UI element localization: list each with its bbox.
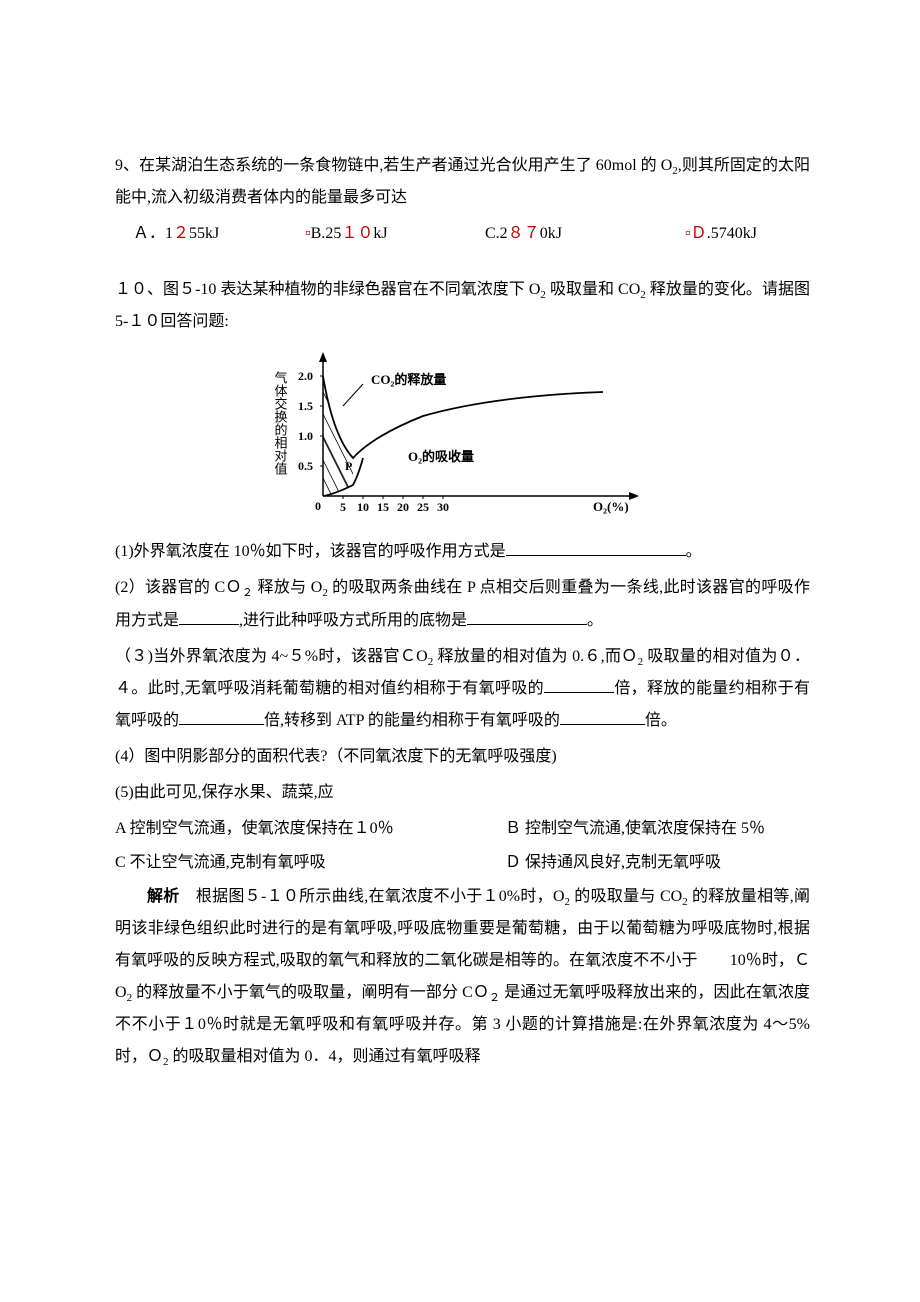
q10-opt-b: Ｂ 控制空气流通,使氧浓度保持在 5％ [505, 813, 765, 845]
text: 的释放量不小于氧气的吸取量，阐明有一部分 CＯ [132, 984, 489, 1001]
text: 释放量的相对值为 0.６,而Ｏ [433, 648, 637, 665]
text: ,进行此种呼吸方式所用的底物是 [239, 612, 467, 629]
red-text: １０ [341, 225, 373, 242]
q9-option-b: ▫B.25１０kJ [305, 218, 485, 250]
text: 的吸取量相对值为 0．4，则通过有氧呼吸释 [169, 1048, 481, 1065]
q10-sub1: (1)外界氧浓度在 10％如下时，该器官的呼吸作用方式是 。 [115, 536, 810, 568]
red-text: ８７ [508, 225, 540, 242]
hatched-area-bound [323, 376, 353, 496]
text: kJ [373, 225, 387, 242]
blank [506, 539, 686, 556]
text: 的吸取量与 CO [570, 888, 682, 905]
p-label: P [345, 459, 352, 473]
axes [319, 352, 639, 500]
q10-intro: １０、图５-10 表达某种植物的非绿色器官在不同氧浓度下 O2 吸取量和 CO2… [115, 274, 810, 338]
text: (1)外界氧浓度在 10％如下时，该器官的呼吸作用方式是 [115, 543, 506, 560]
svg-text:25: 25 [417, 500, 429, 514]
svg-text:15: 15 [377, 500, 389, 514]
x-ticks: 5 10 15 20 25 30 [340, 496, 449, 514]
q10-options-row1: A 控制空气流通，使氧浓度保持在１0％ Ｂ 控制空气流通,使氧浓度保持在 5％ [115, 813, 810, 845]
svg-text:20: 20 [397, 500, 409, 514]
q10-sub2: (2）该器官的 CＯ２ 释放与 O2 的吸取两条曲线在 P 点相交后则重叠为一条… [115, 572, 810, 636]
q10-options-row2: C 不让空气流通,克制有氧呼吸 Ｄ 保持通风良好,克制无氧呼吸 [115, 847, 810, 879]
text: １０、图５-10 表达某种植物的非绿色器官在不同氧浓度下 O [115, 281, 540, 298]
q9-text: 9、在某湖泊生态系统的一条食物链中,若生产者通过光合伙用产生了 60mol 的 … [115, 150, 810, 214]
svg-text:10: 10 [357, 500, 369, 514]
sub2: ２ [489, 992, 500, 1004]
y-axis-label: 气体交换的相对值 [272, 371, 287, 477]
q10-analysis: 解析 根据图５-１０所示曲线,在氧浓度不小于１0%时，O2 的吸取量与 CO2 … [115, 881, 810, 1074]
q10-sub3: （３)当外界氧浓度为 4~５%时，该器官ＣO2 释放量的相对值为 0.６,而Ｏ2… [115, 641, 810, 737]
q10-sub5: (5)由此可见,保存水果、蔬菜,应 [115, 777, 810, 809]
text: 吸取量和 CO [546, 281, 640, 298]
sub2: ２ [242, 588, 253, 600]
text: (2）该器官的 CＯ [115, 579, 242, 596]
red-text: ２ [173, 225, 189, 242]
q9-option-a: Ａ．1２55kJ [115, 218, 305, 250]
svg-text:1.0: 1.0 [298, 429, 313, 443]
q9-part1: 9、在某湖泊生态系统的一条食物链中,若生产者通过光合伙用产生了 60mol 的 … [115, 157, 672, 174]
text: 倍,转移到 ATP 的能量约相称于有氧呼吸的 [264, 712, 560, 729]
blank [179, 708, 264, 725]
o2-label: O₂的吸收量 [408, 449, 474, 464]
origin-label: 0 [315, 499, 321, 513]
svg-text:30: 30 [437, 500, 449, 514]
respiration-chart: 气体交换的相对值 0.5 1.0 1.5 2.0 [263, 346, 663, 526]
text: （３)当外界氧浓度为 4~５%时，该器官ＣO [115, 648, 428, 665]
text: 。 [587, 612, 603, 629]
x-axis-label: O₂(%) [593, 499, 629, 514]
chart-container: 气体交换的相对值 0.5 1.0 1.5 2.0 [115, 346, 810, 526]
text: .5740kJ [707, 225, 757, 242]
q9-option-c: C.2８７0kJ [485, 218, 685, 250]
q9-option-d: ▫Ｄ.5740kJ [685, 218, 757, 250]
y-ticks: 0.5 1.0 1.5 2.0 [298, 369, 323, 473]
blank [179, 608, 239, 625]
co2-label: CO₂的释放量 [371, 372, 446, 387]
text: B.25 [311, 225, 342, 242]
svg-text:1.5: 1.5 [298, 399, 313, 413]
text: 。 [686, 543, 702, 560]
svg-text:5: 5 [340, 500, 346, 514]
blank [560, 708, 645, 725]
text: 0kJ [540, 225, 562, 242]
text: 释放与 O [253, 579, 322, 596]
analysis-label: 解析 [147, 888, 180, 905]
q10-opt-c: C 不让空气流通,克制有氧呼吸 [115, 847, 505, 879]
q10-sub4: (4）图中阴影部分的面积代表?（不同氧浓度下的无氧呼吸强度) [115, 741, 810, 773]
svg-text:0.5: 0.5 [298, 459, 313, 473]
q9-options: Ａ．1２55kJ ▫B.25１０kJ C.2８７0kJ ▫Ｄ.5740kJ [115, 218, 810, 250]
text: 55kJ [189, 225, 219, 242]
text: Ａ．1 [133, 225, 173, 242]
q10-opt-d: Ｄ 保持通风良好,克制无氧呼吸 [505, 847, 721, 879]
hatch-lines [277, 366, 391, 526]
text: 根据图５-１０所示曲线,在氧浓度不小于１0%时，O [180, 888, 565, 905]
text: C.2 [485, 225, 508, 242]
text: 倍。 [645, 712, 677, 729]
svg-text:2.0: 2.0 [298, 369, 313, 383]
document-page: 9、在某湖泊生态系统的一条食物链中,若生产者通过光合伙用产生了 60mol 的 … [0, 0, 920, 1302]
blank [544, 676, 614, 693]
blank [467, 608, 587, 625]
red-text: Ｄ [691, 225, 707, 242]
co2-curve [323, 376, 603, 458]
q10-opt-a: A 控制空气流通，使氧浓度保持在１0％ [115, 813, 505, 845]
